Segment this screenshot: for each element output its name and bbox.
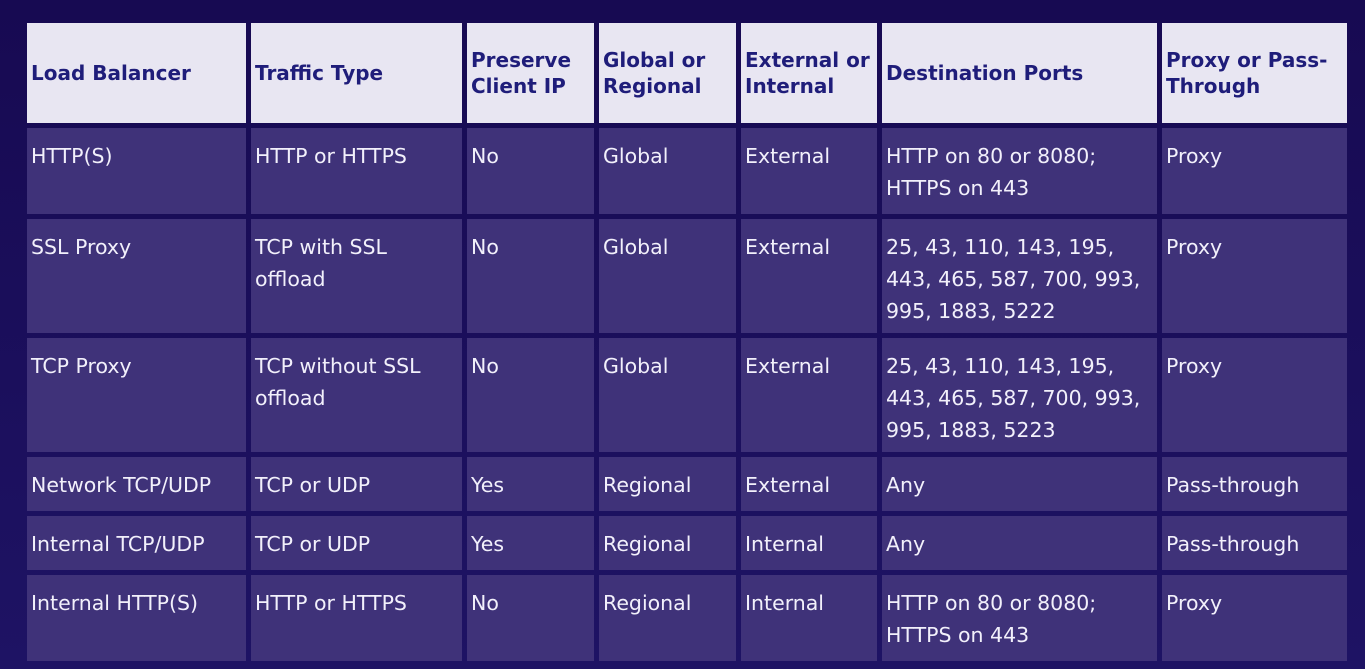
column-header-proxy-or-pass-through: Proxy or Pass-Through xyxy=(1162,23,1347,123)
cell-traffic-type: TCP without SSL offload xyxy=(251,338,462,452)
cell-destination-ports: HTTP on 80 or 8080; HTTPS on 443 xyxy=(882,575,1157,661)
cell-proxy-or-pass-through: Proxy xyxy=(1162,575,1347,661)
table-row: Internal HTTP(S) HTTP or HTTPS No Region… xyxy=(27,575,1347,661)
cell-traffic-type: HTTP or HTTPS xyxy=(251,575,462,661)
cell-external-or-internal: Internal xyxy=(741,516,877,570)
cell-preserve-client-ip: No xyxy=(467,575,594,661)
cell-global-or-regional: Regional xyxy=(599,575,736,661)
cell-destination-ports: 25, 43, 110, 143, 195, 443, 465, 587, 70… xyxy=(882,219,1157,333)
cell-external-or-internal: External xyxy=(741,338,877,452)
table-row: Internal TCP/UDP TCP or UDP Yes Regional… xyxy=(27,516,1347,570)
cell-external-or-internal: Internal xyxy=(741,575,877,661)
column-header-external-or-internal: External or Internal xyxy=(741,23,877,123)
column-header-destination-ports: Destination Ports xyxy=(882,23,1157,123)
cell-preserve-client-ip: Yes xyxy=(467,457,594,511)
cell-global-or-regional: Regional xyxy=(599,516,736,570)
cell-traffic-type: TCP with SSL offload xyxy=(251,219,462,333)
cell-proxy-or-pass-through: Pass-through xyxy=(1162,457,1347,511)
cell-load-balancer: Internal HTTP(S) xyxy=(27,575,246,661)
cell-destination-ports: 25, 43, 110, 143, 195, 443, 465, 587, 70… xyxy=(882,338,1157,452)
cell-load-balancer: SSL Proxy xyxy=(27,219,246,333)
header-row: Load Balancer Traffic Type Preserve Clie… xyxy=(27,23,1347,123)
column-header-traffic-type: Traffic Type xyxy=(251,23,462,123)
cell-destination-ports: Any xyxy=(882,516,1157,570)
cell-global-or-regional: Global xyxy=(599,128,736,214)
column-header-preserve-client-ip: Preserve Client IP xyxy=(467,23,594,123)
cell-external-or-internal: External xyxy=(741,128,877,214)
cell-global-or-regional: Global xyxy=(599,219,736,333)
cell-traffic-type: TCP or UDP xyxy=(251,516,462,570)
cell-load-balancer: TCP Proxy xyxy=(27,338,246,452)
table-row: HTTP(S) HTTP or HTTPS No Global External… xyxy=(27,128,1347,214)
cell-global-or-regional: Global xyxy=(599,338,736,452)
cell-proxy-or-pass-through: Proxy xyxy=(1162,219,1347,333)
cell-load-balancer: Internal TCP/UDP xyxy=(27,516,246,570)
table-row: SSL Proxy TCP with SSL offload No Global… xyxy=(27,219,1347,333)
column-header-load-balancer: Load Balancer xyxy=(27,23,246,123)
cell-load-balancer: HTTP(S) xyxy=(27,128,246,214)
cell-traffic-type: HTTP or HTTPS xyxy=(251,128,462,214)
cell-proxy-or-pass-through: Proxy xyxy=(1162,128,1347,214)
cell-proxy-or-pass-through: Pass-through xyxy=(1162,516,1347,570)
cell-destination-ports: Any xyxy=(882,457,1157,511)
load-balancer-comparison-table: Load Balancer Traffic Type Preserve Clie… xyxy=(22,18,1352,666)
table-row: TCP Proxy TCP without SSL offload No Glo… xyxy=(27,338,1347,452)
cell-preserve-client-ip: No xyxy=(467,338,594,452)
cell-preserve-client-ip: No xyxy=(467,128,594,214)
cell-proxy-or-pass-through: Proxy xyxy=(1162,338,1347,452)
cell-preserve-client-ip: Yes xyxy=(467,516,594,570)
cell-load-balancer: Network TCP/UDP xyxy=(27,457,246,511)
cell-preserve-client-ip: No xyxy=(467,219,594,333)
cell-destination-ports: HTTP on 80 or 8080; HTTPS on 443 xyxy=(882,128,1157,214)
table-row: Network TCP/UDP TCP or UDP Yes Regional … xyxy=(27,457,1347,511)
cell-external-or-internal: External xyxy=(741,457,877,511)
cell-external-or-internal: External xyxy=(741,219,877,333)
cell-traffic-type: TCP or UDP xyxy=(251,457,462,511)
cell-global-or-regional: Regional xyxy=(599,457,736,511)
column-header-global-or-regional: Global or Regional xyxy=(599,23,736,123)
